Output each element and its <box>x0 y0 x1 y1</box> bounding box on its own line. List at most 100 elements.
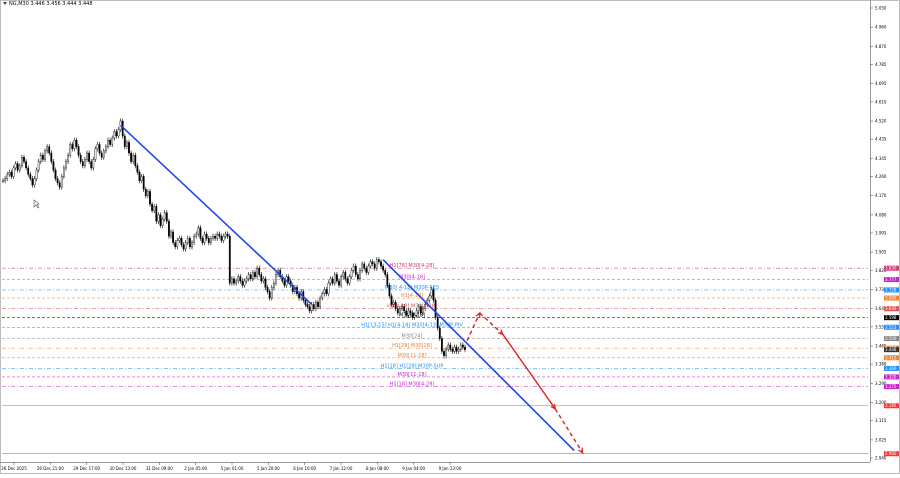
price-tick-label: 3.820 <box>875 268 887 273</box>
candle-body <box>245 278 248 282</box>
forecast-arrowhead-icon <box>578 447 584 454</box>
price-badge-label: 3.640 <box>885 306 897 311</box>
forecast-layer[interactable] <box>466 311 584 454</box>
candle-body <box>447 344 450 350</box>
candle-body <box>100 152 103 158</box>
level-label: H1[18] H1[28] M30P-SUP <box>381 363 444 369</box>
candle-body <box>325 289 328 294</box>
candle-body <box>90 161 93 169</box>
candle-body <box>149 191 151 205</box>
candle-body <box>205 233 208 239</box>
candle-body <box>266 287 269 292</box>
candle-body <box>63 167 65 177</box>
candle-body <box>413 314 416 318</box>
candle-body <box>165 212 168 222</box>
candle-body <box>357 274 359 280</box>
level-label: H1[13-15] H1[4-18] M30[4-13] M30P-PIV <box>361 322 463 328</box>
candle-body <box>191 242 193 248</box>
candle-body <box>449 344 452 350</box>
candle-body <box>39 154 42 162</box>
price-tick-label: 4.080 <box>875 212 887 217</box>
candle-body <box>251 272 254 280</box>
candle-body <box>441 338 443 352</box>
candle-body <box>321 293 324 299</box>
candle-body <box>58 182 61 188</box>
time-axis: 26 Dec 2025 26 Dec 21:00 29 Dec 17:00 30 De… <box>1 462 462 471</box>
price-badge <box>884 365 899 371</box>
candle-body <box>172 231 174 243</box>
candle-body <box>21 157 23 167</box>
candle-body <box>54 169 57 179</box>
level-label: M30[11-18] <box>397 372 426 378</box>
candle-body <box>371 261 374 265</box>
candle-body <box>86 152 88 160</box>
candle-body <box>113 131 116 139</box>
candle-body <box>409 310 412 314</box>
candle-body <box>436 317 439 329</box>
candle-body <box>455 346 458 352</box>
forecast-segment[interactable] <box>554 408 584 454</box>
candle-body <box>373 263 376 269</box>
forecast-segment[interactable] <box>466 312 481 341</box>
trendlines-layer[interactable] <box>120 124 575 452</box>
price-badge <box>884 295 899 301</box>
candle-body <box>298 293 300 299</box>
candle-body <box>399 308 401 314</box>
price-badge-label: 3.500 <box>885 336 897 341</box>
candle-body <box>214 235 216 239</box>
candle-body <box>287 276 290 282</box>
candle-body <box>239 276 242 282</box>
candle-body <box>380 261 382 267</box>
price-tick-label: 3.200 <box>875 400 887 405</box>
candle-body <box>174 242 177 248</box>
candle-body <box>312 304 315 309</box>
candle-body <box>438 327 441 339</box>
candle-body <box>60 176 63 188</box>
candle-body <box>342 272 345 277</box>
price-tick-label: 3.025 <box>875 437 887 442</box>
candle-body <box>403 306 405 312</box>
candle-body <box>186 238 189 243</box>
candle-body <box>243 280 246 286</box>
candle-body <box>333 274 336 284</box>
candle-body <box>443 351 445 356</box>
price-badge <box>884 276 899 282</box>
trendline[interactable] <box>120 124 313 306</box>
price-tick-label: 3.290 <box>875 381 887 386</box>
candle-body <box>459 344 462 350</box>
candle-body <box>308 306 311 312</box>
forecast-segment[interactable] <box>479 312 504 335</box>
candle-body <box>109 140 112 145</box>
forecast-segment[interactable] <box>502 333 556 410</box>
time-tick-label: 7 Jan 12:00 <box>330 466 353 471</box>
price-badge <box>884 265 899 271</box>
candle-body <box>102 150 105 158</box>
dropdown-triangle-icon[interactable] <box>3 2 7 5</box>
level-label: H1[18] M30[4-28] <box>390 382 435 388</box>
price-tick-label: 3.555 <box>875 324 887 329</box>
price-badge <box>884 306 899 312</box>
trendline[interactable] <box>382 259 575 452</box>
price-badge <box>884 315 899 321</box>
candle-body <box>83 159 86 167</box>
candle-body <box>52 161 55 171</box>
price-tick-label: 2.940 <box>875 456 887 461</box>
price-tick-label: 4.435 <box>875 137 887 142</box>
level-label: M30[24] <box>402 334 423 340</box>
candle-body <box>65 161 67 169</box>
candle-body <box>331 278 334 284</box>
candle-body <box>167 221 170 237</box>
price-tick-label: 3.115 <box>875 418 887 423</box>
candle-body <box>161 218 164 226</box>
candle-body <box>270 287 273 299</box>
candle-body <box>23 157 25 162</box>
mouse-cursor-icon <box>33 199 40 209</box>
price-tick-label: 4.870 <box>875 44 887 49</box>
candle-body <box>94 148 97 160</box>
candle-body <box>350 270 353 277</box>
candle-body <box>14 163 17 169</box>
candle-body <box>354 265 357 275</box>
candle-body <box>369 261 372 267</box>
